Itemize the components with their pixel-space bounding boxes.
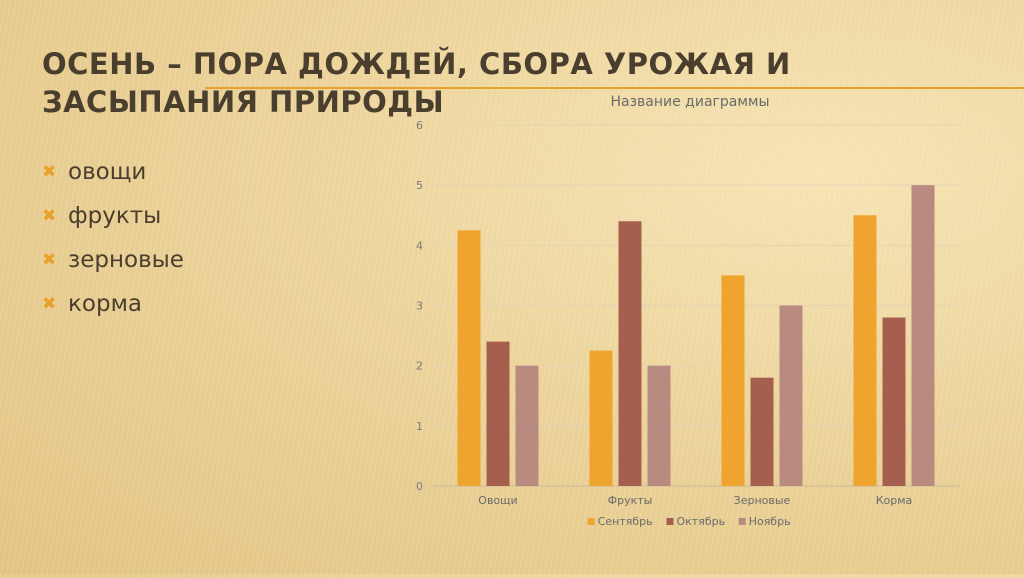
bar-2-2 [618,221,642,486]
y-tick-label: 3 [416,300,423,313]
y-tick-label: 6 [416,119,423,132]
bar-2-4 [882,317,906,486]
y-tick-label: 5 [416,179,423,192]
legend-label: Ноябрь [749,515,791,528]
chart-gridlines [432,124,960,487]
bar-3-3 [779,305,803,486]
bullet-text: зерновые [68,247,184,273]
cross-mark-icon: ✖ [42,250,57,270]
bar-1-3 [721,275,745,486]
chart-title: Название диаграммы [610,94,769,110]
cross-mark-icon: ✖ [42,206,57,226]
legend-label: Октябрь [677,515,726,528]
x-tick-label: Фрукты [608,494,653,507]
bar-2-1 [486,341,510,486]
bullet-text: овощи [68,159,147,185]
legend-swatch [738,518,746,525]
bullet-list: ✖ овощи ✖ фрукты ✖ зерновые ✖ корма [42,150,184,326]
bar-2-3 [750,377,774,486]
chart-legend: Сентябрь Октябрь Ноябрь [587,515,791,528]
bullet-text: корма [68,291,143,317]
bar-1-1 [457,230,481,486]
y-tick-label: 0 [416,480,423,493]
x-tick-label: Зерновые [734,494,791,507]
bullet-text: фрукты [68,203,162,229]
bar-1-2 [589,350,613,486]
slide-title: ОСЕНЬ – ПОРА ДОЖДЕЙ, СБОРА УРОЖАЯ И ЗАСЫ… [42,47,791,119]
y-axis: 0 1 2 3 4 5 6 [416,119,423,493]
bar-1-4 [853,215,877,486]
y-tick-label: 2 [416,360,423,373]
bullet-item: ✖ корма [42,282,184,326]
chart-bars [457,185,935,486]
title-underline [205,87,1024,89]
x-tick-label: Корма [876,494,913,507]
x-axis: Овощи Фрукты Зерновые Корма [478,494,912,507]
bar-3-1 [515,365,539,486]
legend-swatch [666,518,674,525]
bullet-item: ✖ овощи [42,150,184,194]
y-tick-label: 1 [416,420,423,433]
bar-3-4 [911,185,935,486]
legend-label: Сентябрь [598,515,653,528]
bullet-item: ✖ зерновые [42,238,184,282]
bullet-item: ✖ фрукты [42,194,184,238]
x-tick-label: Овощи [478,494,517,507]
legend-swatch [587,518,595,525]
y-tick-label: 4 [416,239,423,252]
bar-3-2 [647,365,671,486]
cross-mark-icon: ✖ [42,162,57,182]
cross-mark-icon: ✖ [42,294,57,314]
